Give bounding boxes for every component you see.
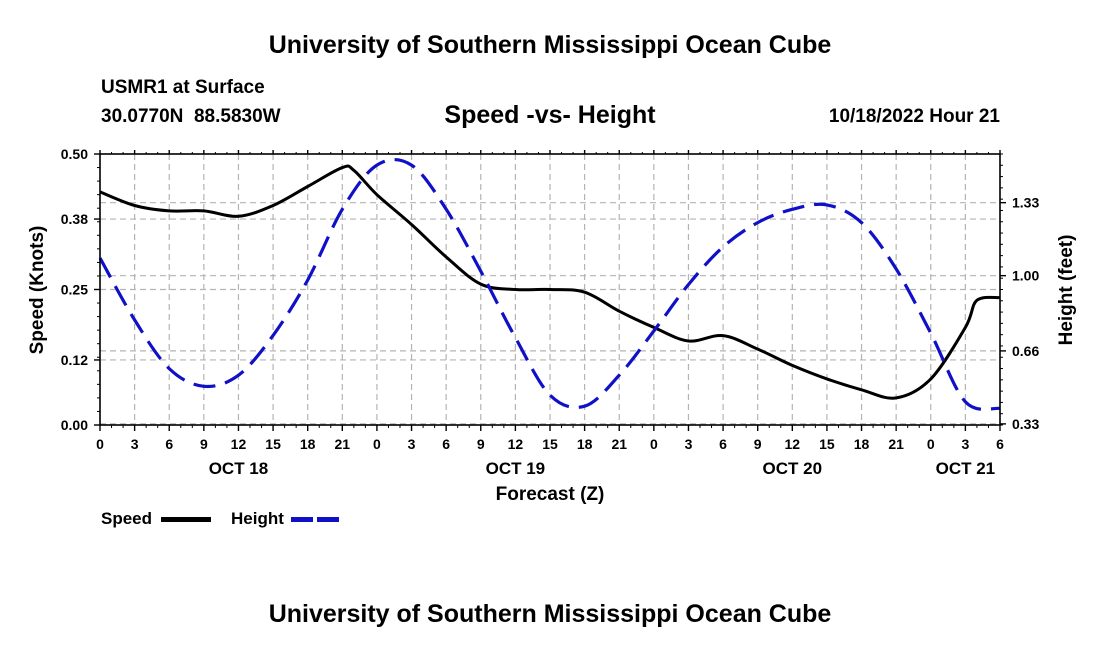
x-tick-label: 3 (685, 436, 693, 452)
x-tick-label: 15 (542, 436, 558, 452)
y2-axis-title: Height (feet) (1056, 235, 1077, 346)
y-tick-label: 0.38 (61, 211, 88, 227)
x-tick-label: 3 (961, 436, 969, 452)
main-title: University of Southern Mississippi Ocean… (268, 31, 832, 59)
x-tick-label: 21 (888, 436, 904, 452)
x-tick-label: 12 (231, 436, 247, 452)
x-axis-title: Forecast (Z) (496, 484, 605, 505)
footer-title: University of Southern Mississippi Ocean… (268, 600, 832, 628)
legend-speed-label: Speed (101, 509, 153, 528)
y-tick-label: 0.50 (61, 146, 88, 162)
x-tick-label: 9 (477, 436, 485, 452)
y2-tick-label: 1.00 (1012, 268, 1039, 284)
y-tick-label: 0.25 (61, 282, 88, 298)
series-line-height (98, 157, 1001, 411)
y-tick-label: 0.12 (61, 352, 88, 368)
x-tick-label: 0 (650, 436, 658, 452)
x-tick-label: 15 (819, 436, 835, 452)
legend-height-swatch (291, 517, 343, 522)
x-tick-label: 9 (754, 436, 762, 452)
y2-tick-label: 0.66 (1012, 343, 1039, 359)
x-tick-label: 0 (373, 436, 381, 452)
day-label: OCT 19 (486, 459, 546, 478)
x-tick-label: 18 (854, 436, 870, 452)
coordinates-label: 30.0770N 88.5830W (101, 106, 281, 127)
series-line-speed (99, 164, 1001, 400)
x-tick-label: 0 (96, 436, 104, 452)
day-label: OCT 21 (936, 459, 996, 478)
x-tick-label: 12 (508, 436, 524, 452)
y-axis-title: Speed (Knots) (27, 226, 48, 355)
series (98, 157, 1001, 411)
x-tick-label: 6 (165, 436, 173, 452)
x-tick-label: 3 (131, 436, 139, 452)
x-tick-label: 9 (200, 436, 208, 452)
day-label: OCT 18 (209, 459, 269, 478)
y-tick-label: 0.00 (61, 417, 88, 433)
x-tick-label: 21 (335, 436, 351, 452)
x-tick-label: 18 (577, 436, 593, 452)
legend-speed-swatch (161, 517, 211, 522)
y2-tick-label: 0.33 (1012, 416, 1039, 432)
x-tick-label: 6 (442, 436, 450, 452)
x-tick-label: 15 (265, 436, 281, 452)
x-tick-label: 18 (300, 436, 316, 452)
x-tick-label: 0 (927, 436, 935, 452)
forecast-date: 10/18/2022 Hour 21 (828, 106, 1000, 127)
station-label: USMR1 at Surface (101, 77, 265, 98)
chart-title: Speed -vs- Height (444, 101, 656, 129)
x-tick-label: 3 (408, 436, 416, 452)
x-tick-label: 6 (996, 436, 1004, 452)
x-tick-label: 6 (719, 436, 727, 452)
legend-height-label: Height (231, 509, 284, 528)
ticks: 0 3 6 9 12 15 18 21 0 3 6 9 12 15 18 21 0 3 6 9 12 15 18 21 0 3 6O… (61, 146, 1040, 478)
x-tick-label: 12 (785, 436, 801, 452)
x-tick-label: 21 (611, 436, 627, 452)
day-label: OCT 20 (763, 459, 823, 478)
y2-tick-label: 1.33 (1012, 195, 1039, 211)
